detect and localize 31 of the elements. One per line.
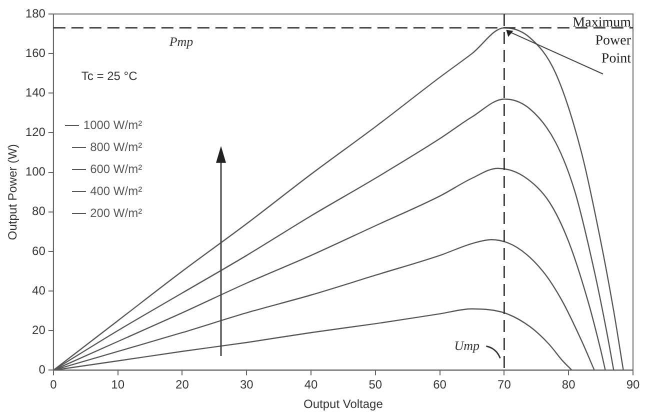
annotation: Maximum Power Point bbox=[572, 16, 632, 67]
ref-line-label: Ump bbox=[454, 338, 480, 354]
x-tick-label: 40 bbox=[304, 378, 318, 392]
x-tick-label: 50 bbox=[368, 378, 382, 392]
legend-label: 400 W/m² bbox=[89, 183, 142, 200]
x-tick-label: 30 bbox=[240, 378, 254, 392]
y-tick-label: 120 bbox=[25, 125, 46, 140]
y-tick-label: 60 bbox=[32, 244, 46, 258]
x-axis-title: Output Voltage bbox=[304, 397, 384, 412]
legend-label: 800 W/m² bbox=[89, 139, 142, 156]
legend-label: 200 W/m² bbox=[89, 205, 142, 222]
legend-label: 600 W/m² bbox=[89, 161, 142, 178]
y-tick-label: 80 bbox=[32, 204, 46, 218]
x-tick-label: 80 bbox=[562, 378, 576, 392]
y-tick-label: 0 bbox=[38, 362, 46, 377]
y-tick-label: 180 bbox=[25, 6, 46, 20]
x-tick-label: 10 bbox=[111, 378, 125, 392]
x-tick-label: 90 bbox=[626, 378, 640, 392]
x-tick-label: 70 bbox=[498, 378, 512, 392]
y-tick-label: 100 bbox=[25, 164, 46, 179]
y-tick-label: 160 bbox=[25, 46, 46, 60]
ref-line-label: Pmp bbox=[168, 34, 194, 49]
x-tick-label: 20 bbox=[176, 378, 190, 392]
y-tick-label: 20 bbox=[32, 322, 46, 337]
x-tick-label: 60 bbox=[433, 378, 447, 392]
annotation: Tc = 25 °C bbox=[81, 69, 138, 83]
x-tick-label: 0 bbox=[50, 378, 58, 392]
legend-label: 1000 W/m² bbox=[82, 117, 142, 134]
y-tick-label: 140 bbox=[25, 85, 46, 100]
y-tick-label: 40 bbox=[32, 283, 46, 298]
y-axis-title: Output Power (W) bbox=[6, 144, 20, 240]
